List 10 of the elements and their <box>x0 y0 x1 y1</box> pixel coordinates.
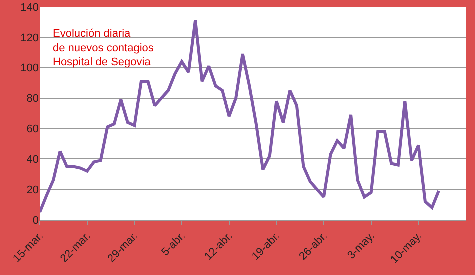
y-tick-label: 60 <box>26 124 39 136</box>
y-tick-label: 20 <box>26 184 39 196</box>
y-tick-label: 100 <box>20 62 39 75</box>
y-tick-label: 120 <box>20 32 39 44</box>
text: Evolución diaria de nuevos contagios Hospital de Segovia <box>53 28 154 69</box>
y-tick-label: 40 <box>26 154 39 166</box>
y-tick-label: 140 <box>20 2 39 14</box>
y-tick-label: 80 <box>26 93 39 106</box>
y-tick-label: 0 <box>32 214 39 227</box>
line-series <box>40 19 440 214</box>
